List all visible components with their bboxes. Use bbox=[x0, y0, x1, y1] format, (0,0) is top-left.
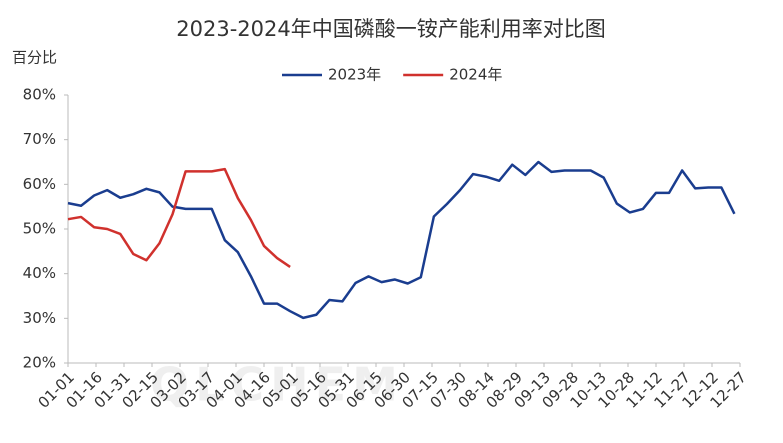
y-axis-label: 百分比 bbox=[12, 49, 57, 67]
series-line bbox=[67, 167, 291, 268]
series-line bbox=[67, 160, 736, 320]
y-tick-label: 60% bbox=[23, 175, 56, 193]
chart-title: 2023-2024年中国磷酸一铵产能利用率对比图 bbox=[176, 17, 605, 41]
watermark: QLCHEM bbox=[150, 358, 404, 412]
legend-label: 2024年 bbox=[449, 66, 502, 84]
y-tick-label: 70% bbox=[23, 130, 56, 148]
y-tick-label: 30% bbox=[23, 309, 56, 327]
legend-label: 2023年 bbox=[328, 66, 381, 84]
y-tick-label: 20% bbox=[23, 354, 56, 372]
y-tick-label: 50% bbox=[23, 220, 56, 238]
y-tick-label: 40% bbox=[23, 264, 56, 282]
y-tick-label: 80% bbox=[23, 86, 56, 104]
